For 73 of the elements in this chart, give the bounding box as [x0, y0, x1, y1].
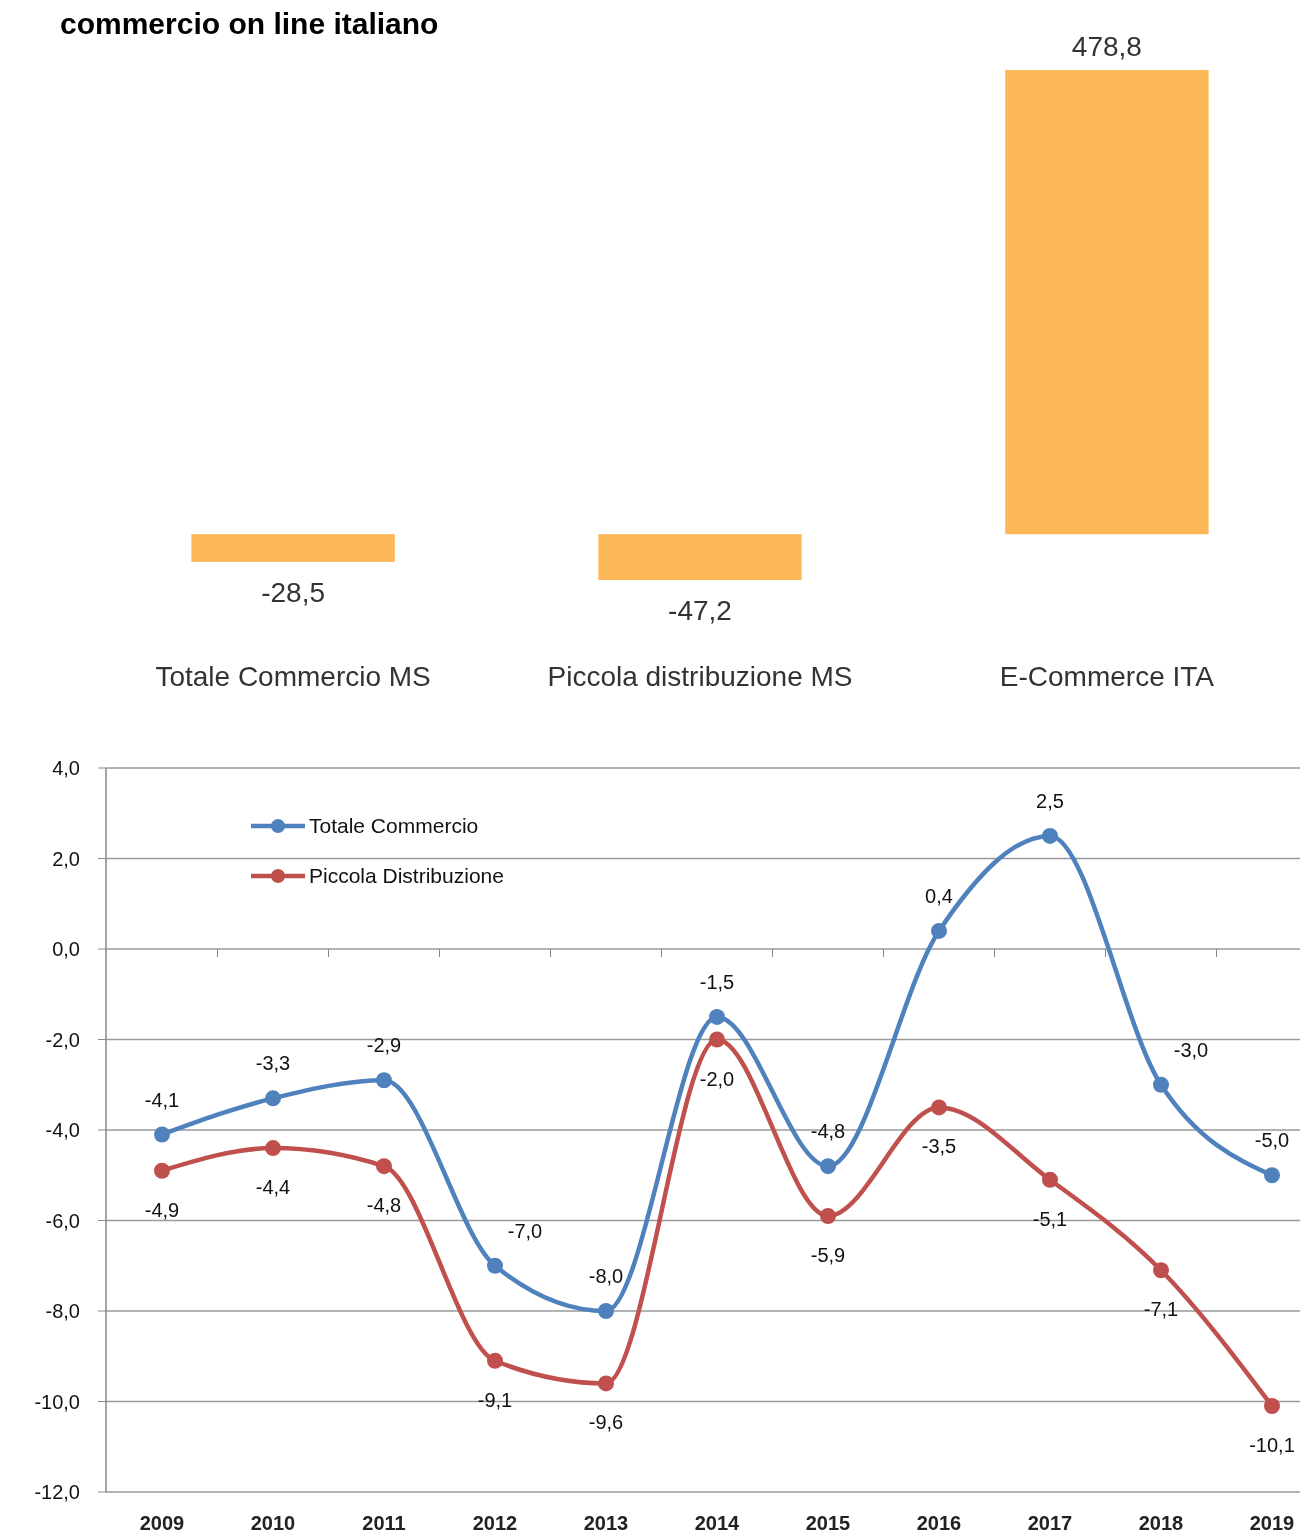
point [487, 1352, 503, 1369]
point [1264, 1167, 1280, 1184]
data-label: 478,8 [1071, 31, 1142, 62]
data-label: -2,0 [699, 1067, 735, 1090]
point [376, 1158, 392, 1175]
y-tick-label: 4,0 [52, 757, 80, 779]
data-label: -28,5 [261, 576, 326, 608]
chart-title: commercio on line italiano [60, 7, 439, 40]
point [1153, 1262, 1169, 1279]
data-label: -5,0 [1254, 1129, 1290, 1152]
point [1264, 1398, 1280, 1415]
point [820, 1207, 836, 1224]
x-tick-label: Piccola distribuzione MS [547, 661, 853, 692]
data-label: -5,1 [1032, 1207, 1068, 1230]
y-tick-label: -8,0 [45, 1300, 80, 1322]
data-label: -4,8 [366, 1194, 402, 1217]
point [154, 1126, 170, 1143]
point [376, 1072, 392, 1089]
x-tick-label: 2016 [916, 1512, 962, 1534]
x-tick-label: 2013 [583, 1512, 629, 1534]
x-tick-label: 2011 [362, 1512, 406, 1534]
y-tick-label: -10,0 [34, 1390, 80, 1413]
point [487, 1257, 503, 1274]
point [265, 1090, 281, 1107]
data-label: -8,0 [588, 1265, 624, 1287]
x-tick-label: 2019 [1249, 1512, 1295, 1534]
data-label: -4,8 [810, 1120, 846, 1143]
point [931, 922, 947, 939]
x-tick-label: E-Commerce ITA [999, 661, 1215, 692]
data-label: -7,0 [507, 1219, 543, 1242]
data-label: 2,5 [1036, 789, 1064, 812]
x-tick-label: 2018 [1138, 1512, 1184, 1534]
point [154, 1162, 170, 1179]
point [598, 1303, 614, 1319]
y-tick-label: -4,0 [45, 1119, 80, 1141]
point [931, 1099, 947, 1116]
point [709, 1008, 725, 1025]
data-label: -4,4 [255, 1176, 291, 1199]
point [265, 1140, 281, 1157]
y-tick-label: 0,0 [52, 938, 80, 960]
data-label: -9,1 [477, 1388, 513, 1411]
point [709, 1031, 725, 1048]
x-tick-label: 2009 [139, 1512, 185, 1534]
x-tick-label: 2012 [472, 1512, 518, 1534]
y-tick-label: 2,0 [52, 847, 80, 870]
y-tick-label: -12,0 [34, 1481, 80, 1503]
point [1042, 827, 1058, 844]
y-tick-label: -6,0 [45, 1209, 80, 1232]
data-label: -7,1 [1143, 1298, 1179, 1321]
data-label: -3,0 [1173, 1038, 1209, 1061]
point [1042, 1171, 1058, 1188]
x-tick-label: Totale Commercio MS [155, 661, 431, 692]
x-tick-label: 2017 [1027, 1512, 1073, 1534]
data-label: -47,2 [668, 595, 732, 626]
data-label: -3,5 [921, 1135, 957, 1158]
data-label: -4,9 [144, 1198, 180, 1221]
data-label: -4,1 [144, 1088, 180, 1111]
x-tick-label: 2015 [805, 1512, 851, 1534]
data-label: -1,5 [699, 970, 735, 993]
x-tick-label: 2014 [694, 1512, 741, 1534]
point [1153, 1076, 1169, 1093]
data-label: -5,9 [810, 1243, 846, 1266]
data-label: -9,6 [588, 1411, 624, 1434]
y-tick-label: -2,0 [45, 1028, 80, 1051]
x-tick-label: 2010 [250, 1512, 296, 1534]
data-label: -2,9 [366, 1034, 402, 1057]
legend-label: Piccola Distribuzione [309, 864, 504, 887]
data-label: -10,1 [1249, 1434, 1295, 1457]
point [598, 1375, 614, 1392]
data-label: 0,4 [925, 884, 953, 907]
point [820, 1158, 836, 1175]
data-label: -3,3 [255, 1052, 291, 1075]
legend-label: Totale Commercio [309, 814, 479, 837]
